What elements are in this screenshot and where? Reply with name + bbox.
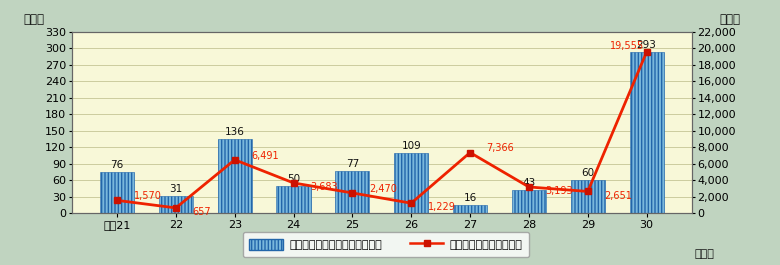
- Text: 77: 77: [346, 159, 359, 169]
- Bar: [159, 196, 193, 213]
- Bar: [512, 190, 546, 213]
- Legend: 人的被害（死者・行方不明者）, 住家被害（全壊・半壊）: 人的被害（死者・行方不明者）, 住家被害（全壊・半壊）: [243, 232, 530, 257]
- Text: 136: 136: [225, 127, 245, 136]
- Text: 3,683: 3,683: [310, 182, 338, 192]
- Bar: [218, 139, 252, 213]
- Text: 31: 31: [169, 184, 183, 194]
- Bar: [100, 171, 134, 213]
- Text: 60: 60: [581, 168, 594, 178]
- Text: 1,570: 1,570: [133, 191, 161, 201]
- Text: 293: 293: [636, 40, 657, 50]
- Bar: [394, 153, 428, 213]
- Text: 657: 657: [193, 207, 211, 217]
- Text: （人）: （人）: [23, 13, 44, 26]
- Bar: [453, 205, 488, 213]
- Text: 6,491: 6,491: [251, 151, 278, 161]
- Bar: [276, 186, 310, 213]
- Text: 7,366: 7,366: [487, 143, 514, 153]
- Text: 50: 50: [287, 174, 300, 184]
- Text: （棟）: （棟）: [719, 13, 740, 26]
- Text: 43: 43: [523, 178, 536, 188]
- Bar: [629, 52, 664, 213]
- Bar: [335, 171, 370, 213]
- Text: 1,229: 1,229: [427, 202, 456, 212]
- Text: 76: 76: [111, 160, 124, 170]
- Text: 3,193: 3,193: [545, 186, 573, 196]
- Text: （年）: （年）: [695, 249, 714, 259]
- Text: 2,470: 2,470: [369, 184, 397, 194]
- Text: 16: 16: [463, 193, 477, 203]
- Text: 19,555: 19,555: [609, 41, 644, 51]
- Text: 109: 109: [402, 142, 421, 151]
- Text: 2,651: 2,651: [604, 191, 632, 201]
- Bar: [571, 180, 605, 213]
